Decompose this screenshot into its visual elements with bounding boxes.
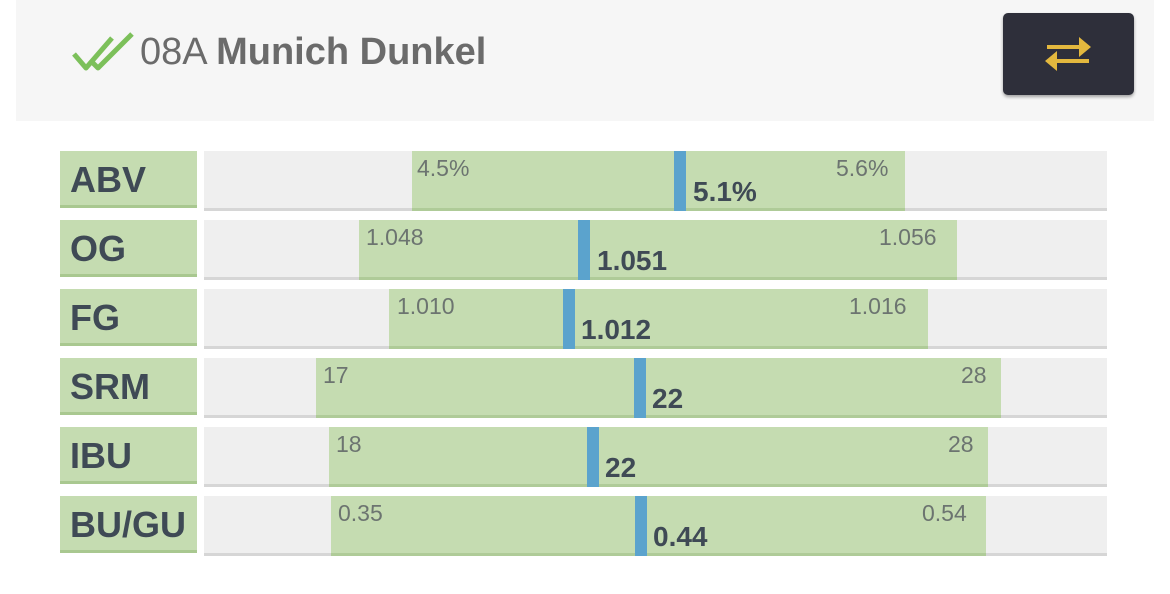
stat-row-fg: FG 1.010 1.016 1.012 bbox=[60, 289, 1107, 349]
stat-value: 22 bbox=[605, 452, 637, 483]
stat-range bbox=[412, 151, 905, 211]
stat-marker bbox=[587, 427, 599, 487]
stat-track: 1.048 1.056 1.051 bbox=[204, 220, 1107, 280]
stat-row-ibu: IBU 18 28 22 bbox=[60, 427, 1107, 487]
stat-min: 1.010 bbox=[397, 293, 455, 319]
stat-max: 5.6% bbox=[836, 155, 889, 181]
stat-value: 1.012 bbox=[581, 314, 652, 345]
double-check-icon bbox=[72, 32, 134, 71]
stat-marker bbox=[674, 151, 686, 211]
stat-label: ABV bbox=[60, 151, 197, 208]
stat-min: 0.35 bbox=[338, 500, 383, 526]
stat-row-abv: ABV 4.5% 5.6% 5.1% bbox=[60, 151, 1107, 211]
stat-min: 17 bbox=[323, 362, 349, 388]
stat-label: OG bbox=[60, 220, 197, 277]
stat-range bbox=[329, 427, 988, 487]
stat-max: 28 bbox=[948, 431, 974, 457]
style-name: Munich Dunkel bbox=[216, 31, 487, 73]
stat-marker bbox=[563, 289, 575, 349]
stat-track: 18 28 22 bbox=[204, 427, 1107, 487]
stat-label: BU/GU bbox=[60, 496, 197, 553]
style-code: 08A bbox=[140, 31, 206, 73]
stat-range bbox=[331, 496, 986, 556]
style-title: 08A Munich Dunkel bbox=[140, 29, 486, 75]
stat-track: 4.5% 5.6% 5.1% bbox=[204, 151, 1107, 211]
stat-label: FG bbox=[60, 289, 197, 346]
stat-min: 4.5% bbox=[417, 155, 470, 181]
stat-value: 0.44 bbox=[653, 521, 708, 552]
stat-row-bugu: BU/GU 0.35 0.54 0.44 bbox=[60, 496, 1107, 556]
stat-track: 1.010 1.016 1.012 bbox=[204, 289, 1107, 349]
stat-range bbox=[359, 220, 957, 280]
stat-min: 1.048 bbox=[366, 224, 424, 250]
stat-max: 1.016 bbox=[849, 293, 907, 319]
stat-track: 0.35 0.54 0.44 bbox=[204, 496, 1107, 556]
stat-label: SRM bbox=[60, 358, 197, 415]
style-header: 08A Munich Dunkel bbox=[16, 0, 1154, 121]
stat-range bbox=[316, 358, 1001, 418]
stat-marker bbox=[578, 220, 590, 280]
stat-track: 17 28 22 bbox=[204, 358, 1107, 418]
swap-arrows-icon bbox=[1045, 37, 1091, 71]
stat-label: IBU bbox=[60, 427, 197, 484]
stat-value: 5.1% bbox=[693, 176, 757, 207]
swap-button[interactable] bbox=[1003, 13, 1134, 95]
stat-range bbox=[389, 289, 928, 349]
stat-max: 1.056 bbox=[879, 224, 937, 250]
stat-marker bbox=[634, 358, 646, 418]
stat-max: 0.54 bbox=[922, 500, 967, 526]
stat-marker bbox=[635, 496, 647, 556]
stat-max: 28 bbox=[961, 362, 987, 388]
stat-row-og: OG 1.048 1.056 1.051 bbox=[60, 220, 1107, 280]
stat-value: 22 bbox=[652, 383, 684, 414]
stat-row-srm: SRM 17 28 22 bbox=[60, 358, 1107, 418]
stat-min: 18 bbox=[336, 431, 362, 457]
stat-value: 1.051 bbox=[597, 245, 668, 276]
